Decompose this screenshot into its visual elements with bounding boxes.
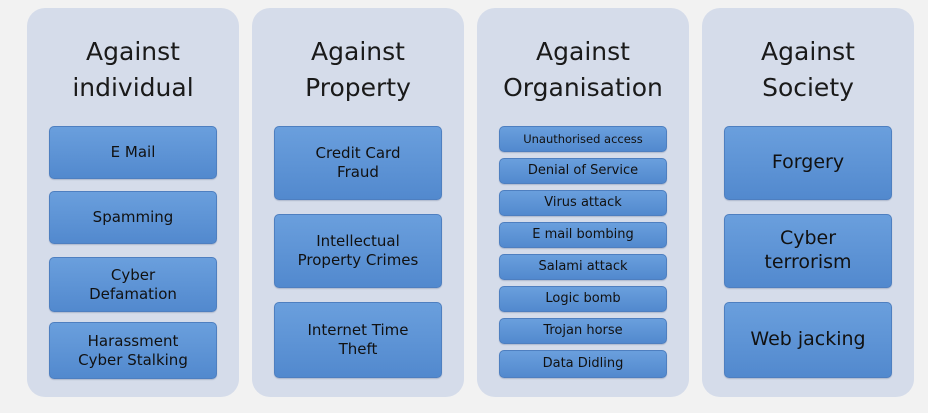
column-against-organisation: Against Organisation Unauthorised access… (477, 8, 689, 397)
item-harassment-cyber-stalking: Harassment Cyber Stalking (49, 322, 217, 379)
item-web-jacking: Web jacking (724, 302, 892, 378)
item-data-didling: Data Didling (499, 350, 667, 378)
item-cyber-defamation: Cyber Defamation (49, 257, 217, 312)
item-trojan-horse: Trojan horse (499, 318, 667, 344)
item-forgery: Forgery (724, 126, 892, 200)
item-email: E Mail (49, 126, 217, 179)
item-denial-of-service: Denial of Service (499, 158, 667, 184)
column-title: Against Society (761, 37, 855, 102)
item-unauthorised-access: Unauthorised access (499, 126, 667, 152)
column-title: Against individual (72, 37, 194, 102)
item-salami-attack: Salami attack (499, 254, 667, 280)
column-title: Against Organisation (503, 37, 663, 102)
item-logic-bomb: Logic bomb (499, 286, 667, 312)
item-email-bombing: E mail bombing (499, 222, 667, 248)
item-credit-card-fraud: Credit Card Fraud (274, 126, 442, 200)
column-against-society: Against Society Forgery Cyber terrorism … (702, 8, 914, 397)
item-spamming: Spamming (49, 191, 217, 244)
item-cyber-terrorism: Cyber terrorism (724, 214, 892, 288)
column-title: Against Property (305, 37, 411, 102)
column-against-individual: Against individual E Mail Spamming Cyber… (27, 8, 239, 397)
item-intellectual-property-crimes: Intellectual Property Crimes (274, 214, 442, 288)
column-against-property: Against Property Credit Card Fraud Intel… (252, 8, 464, 397)
item-virus-attack: Virus attack (499, 190, 667, 216)
item-internet-time-theft: Internet Time Theft (274, 302, 442, 378)
